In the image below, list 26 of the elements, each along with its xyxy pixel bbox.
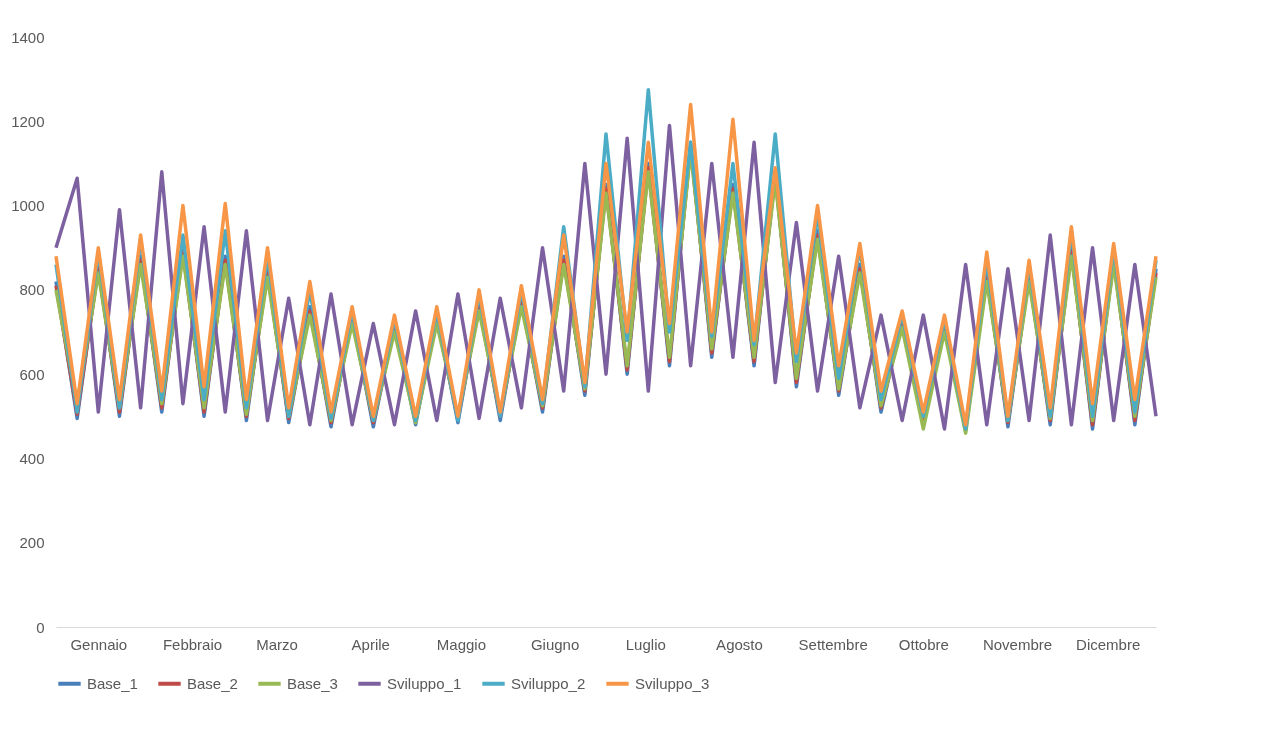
legend-label: Sviluppo_3: [635, 674, 710, 692]
x-tick-label: Maggio: [436, 635, 487, 653]
legend-label: Base_2: [187, 674, 238, 692]
y-tick-label: 0: [36, 618, 45, 636]
legend-label: Base_3: [287, 674, 338, 692]
y-tick-label: 800: [19, 281, 45, 299]
y-tick-label: 1000: [11, 197, 45, 215]
x-tick-label: Agosto: [716, 635, 763, 653]
y-tick-label: 600: [19, 365, 45, 383]
y-tick-label: 200: [19, 534, 45, 552]
legend-label: Sviluppo_2: [511, 674, 586, 692]
x-tick-label: Febbraio: [162, 635, 223, 653]
x-tick-label: Dicembre: [1076, 635, 1141, 653]
x-tick-label: Giugno: [530, 635, 580, 653]
x-tick-label: Aprile: [351, 635, 390, 653]
x-tick-label: Marzo: [256, 635, 298, 653]
legend-label: Base_1: [87, 674, 138, 692]
legend-label: Sviluppo_1: [387, 674, 462, 692]
x-tick-label: Settembre: [798, 635, 868, 653]
x-tick-label: Gennaio: [70, 635, 128, 653]
y-tick-label: 1400: [11, 28, 45, 46]
y-tick-label: 400: [19, 449, 45, 467]
x-tick-label: Ottobre: [898, 635, 949, 653]
y-tick-label: 1200: [11, 112, 45, 130]
x-tick-label: Luglio: [625, 635, 666, 653]
x-tick-label: Novembre: [982, 635, 1053, 653]
